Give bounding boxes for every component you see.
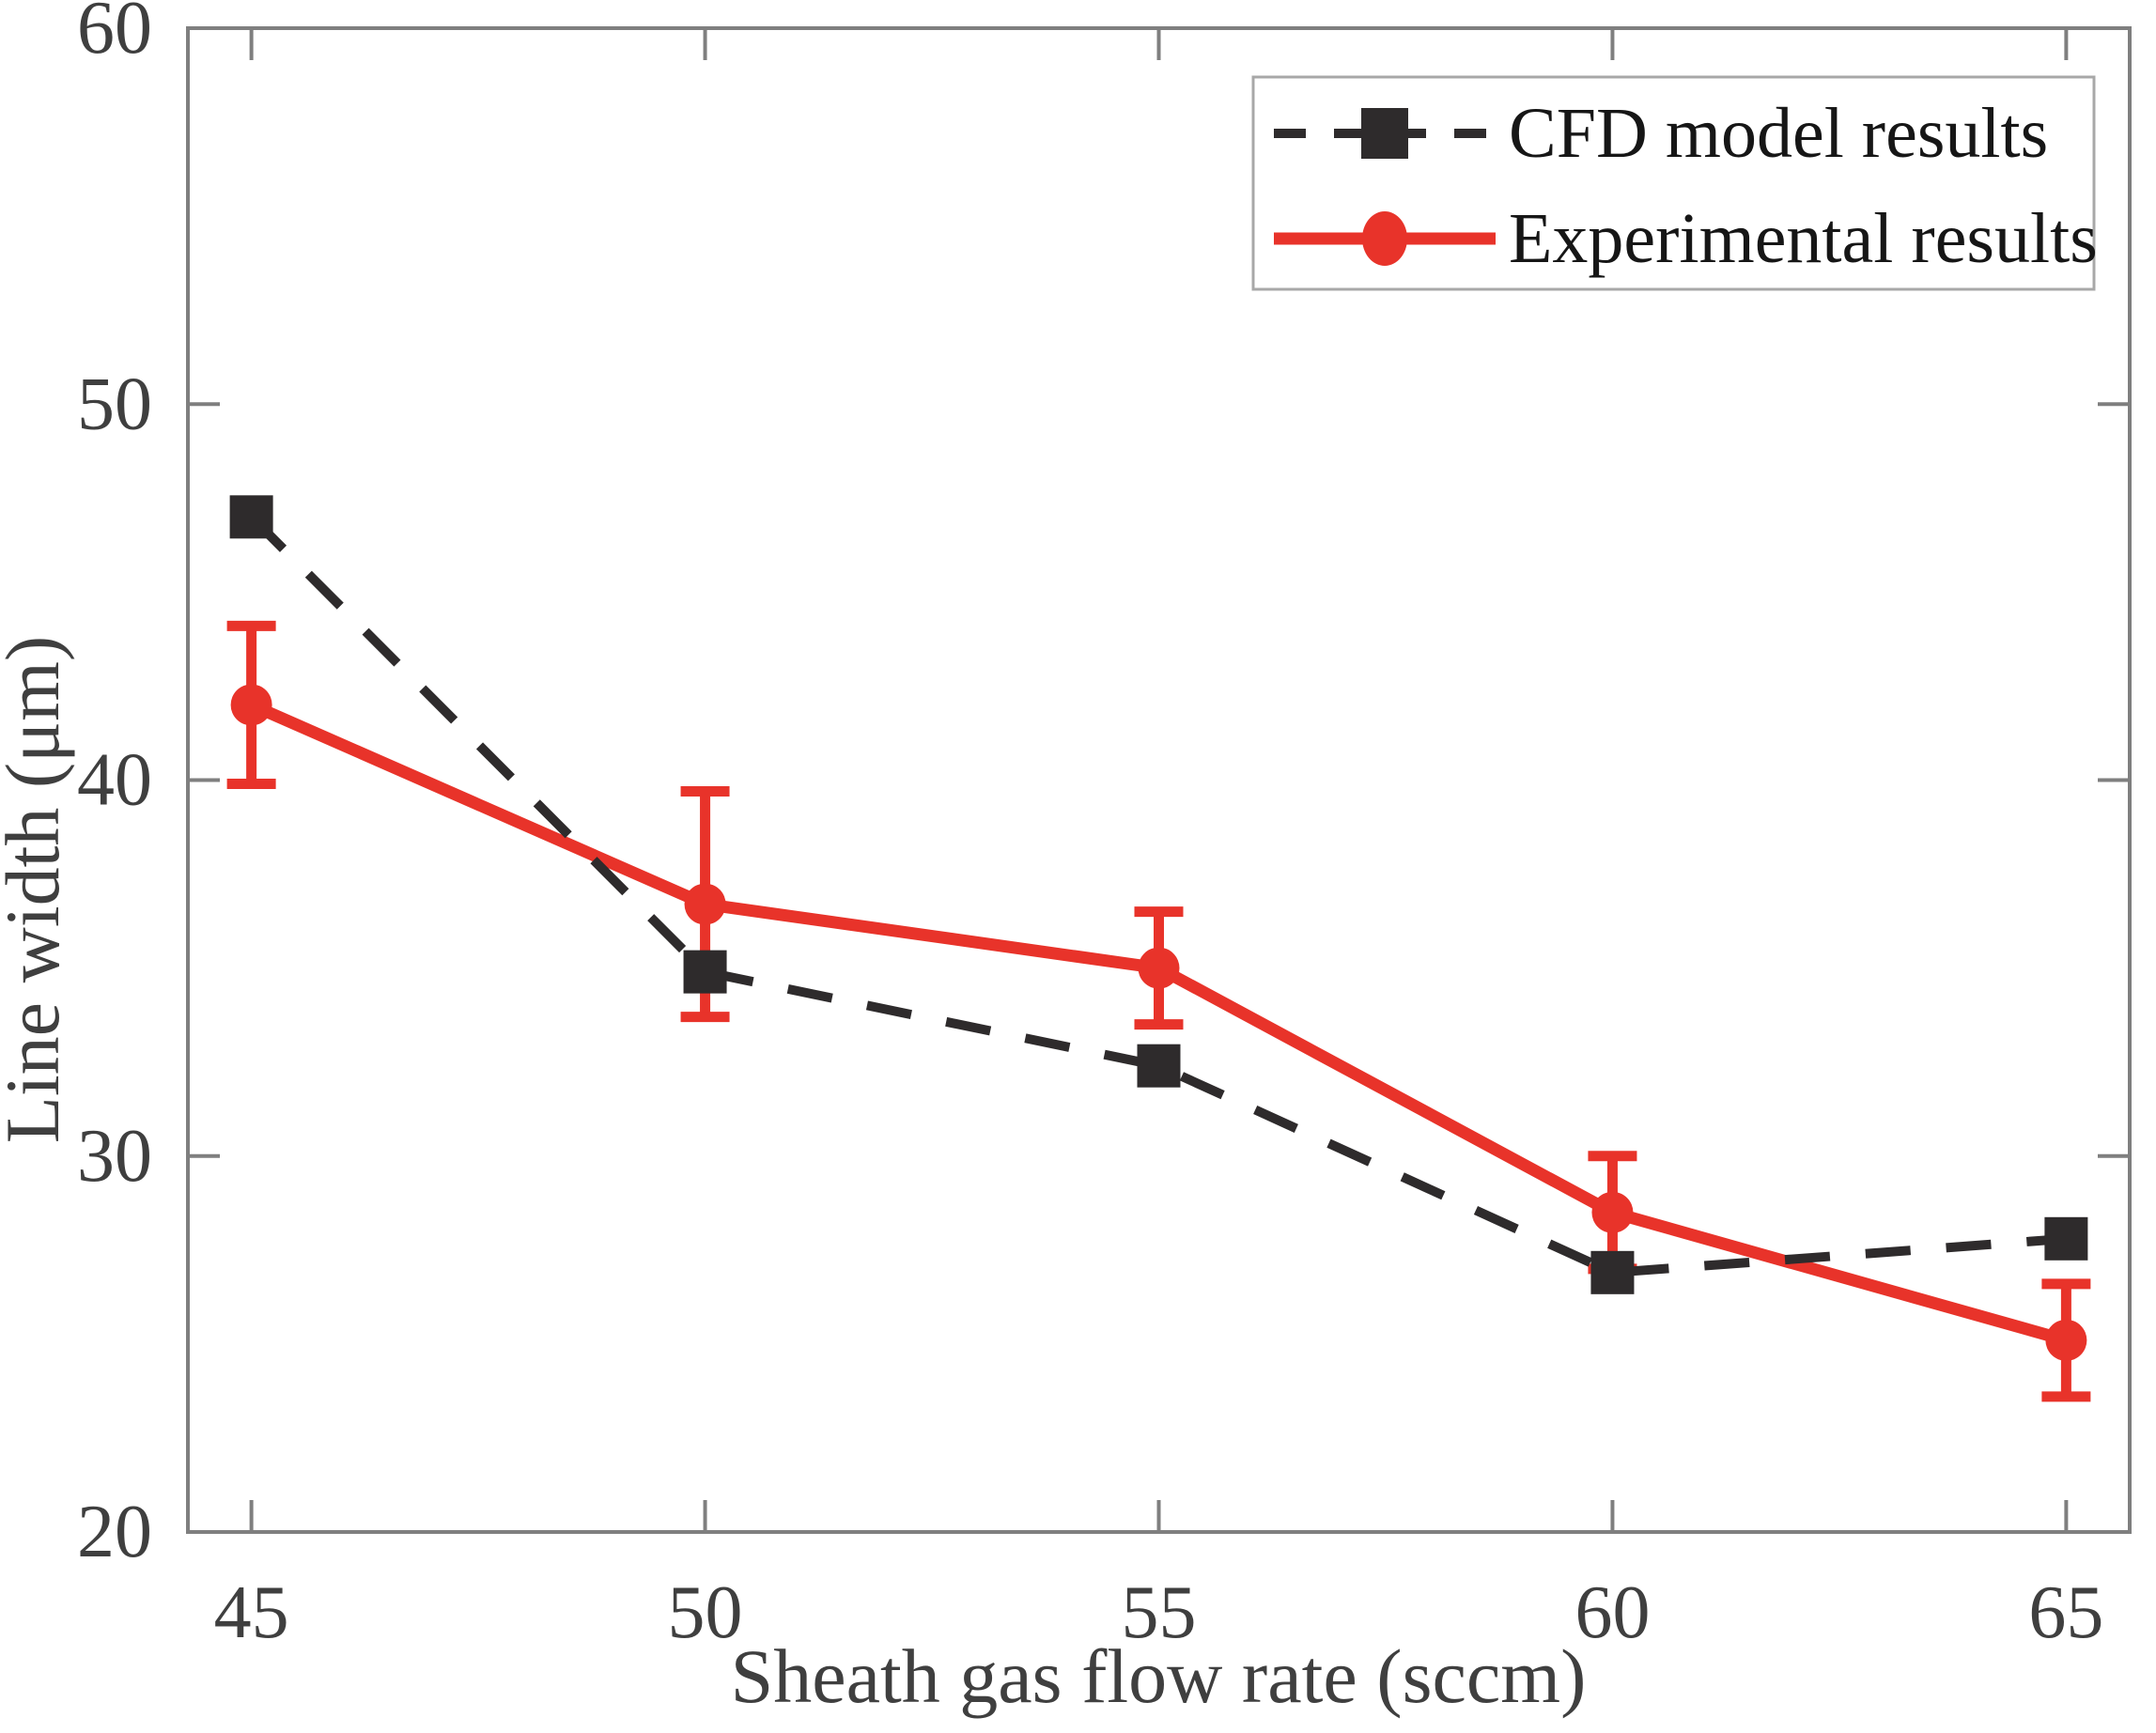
data-point-circle [230,684,272,726]
y-tick-label: 50 [77,363,152,445]
data-point-square [2044,1216,2088,1261]
legend-label-experimental: Experimental results [1509,199,2098,278]
y-tick-label: 30 [77,1115,152,1198]
data-point-circle [2045,1319,2087,1361]
y-tick-label: 40 [77,739,152,822]
data-point-circle [1138,947,1180,989]
legend: CFD model results Experimental results [1251,75,2098,291]
data-point-circle [1591,1191,1634,1233]
y-tick-label: 60 [77,0,152,70]
cfd-line [248,513,2067,1277]
plot-area: 45 50 55 60 65 20 30 40 50 60 [77,0,2132,1654]
x-axis-title: Sheath gas flow rate (sccm) [731,1633,1587,1719]
data-point-circle [684,883,726,925]
legend-circle-marker [1362,211,1407,266]
data-point-square [1137,1044,1181,1088]
x-tick-label: 55 [1122,1571,1197,1654]
legend-square-marker [1361,108,1408,159]
y-tick-label: 20 [77,1491,152,1573]
legend-label-cfd: CFD model results [1509,94,2048,173]
data-point-square [1590,1250,1635,1294]
legend-samples [1274,108,1496,266]
y-axis-title: Line width (μm) [0,636,75,1143]
x-tick-label: 50 [668,1571,743,1654]
data-point-square [683,950,727,994]
x-tick-label: 60 [1574,1571,1650,1654]
data-point-square [229,495,273,539]
x-tick-label: 65 [2028,1571,2103,1654]
x-tick-label: 45 [214,1571,289,1654]
